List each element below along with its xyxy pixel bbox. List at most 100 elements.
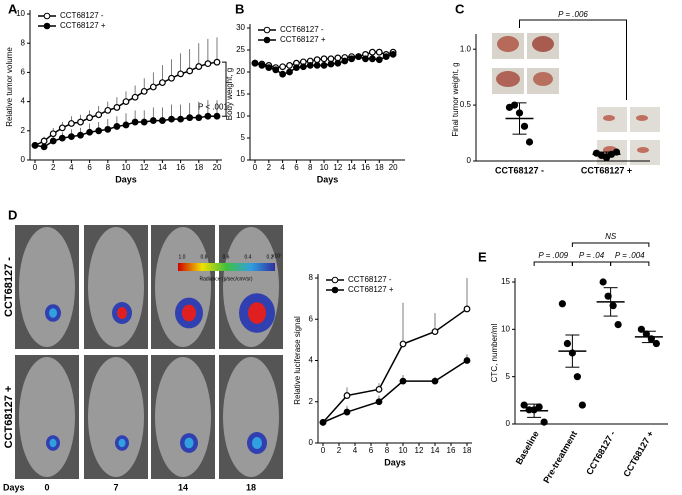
y-tick-label: 6 xyxy=(309,314,314,323)
y-tick-label: 0 xyxy=(309,438,314,447)
x-tick-label: 4 xyxy=(280,163,285,172)
marker xyxy=(313,56,321,64)
marker xyxy=(113,123,121,130)
panel-label: E xyxy=(478,249,487,264)
mouse-body xyxy=(19,227,75,347)
data-point xyxy=(614,321,622,329)
bracket xyxy=(571,242,650,247)
marker xyxy=(343,408,351,416)
marker xyxy=(86,128,93,136)
x-tick-label: 2 xyxy=(51,163,56,172)
x-tick-label: 18 xyxy=(463,446,472,455)
marker xyxy=(49,130,57,138)
y-tick-label: 8 xyxy=(309,273,314,282)
marker xyxy=(122,121,130,129)
series-line xyxy=(322,359,468,424)
x-tick-label: 16 xyxy=(361,163,370,172)
marker xyxy=(177,115,185,123)
marker xyxy=(67,133,75,141)
x-axis-title: Days xyxy=(115,174,137,184)
scale-tick: 1.0 xyxy=(179,254,186,260)
legend-marker xyxy=(263,36,271,44)
x-tick-label: 8 xyxy=(308,163,313,172)
marker xyxy=(348,55,356,63)
y-tick-label: 10 xyxy=(501,324,510,333)
marker xyxy=(251,59,259,67)
x-tick-label: 0 xyxy=(253,163,258,172)
y-tick-label: 0 xyxy=(467,156,472,165)
legend-marker xyxy=(43,22,51,30)
legend-marker xyxy=(331,276,339,284)
x-tick-label: Pre-treatment xyxy=(541,429,579,485)
legend-marker xyxy=(263,26,271,34)
marker xyxy=(49,137,57,145)
comparison-label: P = .004 xyxy=(615,251,645,260)
scale-tick: 0.8 xyxy=(201,254,208,260)
scale-tick: 0.2 xyxy=(267,254,274,260)
bracket xyxy=(571,261,612,266)
y-tick-label: 0 xyxy=(506,419,511,428)
marker xyxy=(375,385,383,393)
mouse-images xyxy=(15,225,283,479)
x-tick-label: 14 xyxy=(347,163,356,172)
x-axis-title: Days xyxy=(384,457,406,467)
data-point xyxy=(563,339,571,348)
signal xyxy=(118,438,126,448)
panel-label: C xyxy=(455,1,465,16)
marker xyxy=(341,57,349,65)
marker xyxy=(186,67,194,75)
marker xyxy=(186,114,194,122)
mouse-body xyxy=(88,357,144,477)
marker xyxy=(265,64,273,71)
scale-tick: 0.6 xyxy=(223,254,230,260)
marker xyxy=(399,340,407,348)
data-point xyxy=(525,406,533,414)
data-point xyxy=(558,300,566,308)
marker xyxy=(158,117,166,124)
data-point xyxy=(642,330,650,338)
signal xyxy=(184,437,194,449)
y-tick-label: 30 xyxy=(236,23,245,32)
marker xyxy=(77,131,84,139)
marker xyxy=(31,141,39,149)
legend-label: CCT68127 - xyxy=(348,275,392,284)
marker xyxy=(95,127,103,135)
marker xyxy=(362,55,369,63)
x-tick-label: 12 xyxy=(415,446,424,455)
bracket xyxy=(533,261,573,266)
x-tick-label: 8 xyxy=(106,163,111,172)
marker xyxy=(204,60,212,68)
x-tick-label: 14 xyxy=(158,163,167,172)
legend-label: CCT68127 + xyxy=(348,285,394,294)
data-point xyxy=(520,122,529,130)
signal xyxy=(49,308,57,318)
y-tick-label: 5 xyxy=(241,133,246,142)
legend-marker xyxy=(43,12,51,20)
x-tick-label: 0 xyxy=(33,163,38,172)
marker xyxy=(86,114,93,122)
y-axis-title: Body weight, g xyxy=(225,68,234,120)
marker xyxy=(140,118,148,126)
y-tick-label: 10 xyxy=(236,111,245,120)
panel-label: A xyxy=(8,1,18,16)
y-tick-label: 15 xyxy=(236,89,245,98)
marker xyxy=(279,63,287,71)
panel-label: D xyxy=(8,207,17,222)
y-tick-label: 25 xyxy=(236,45,245,54)
x-tick-label: 14 xyxy=(431,446,440,455)
signal xyxy=(49,438,57,448)
marker xyxy=(272,66,280,74)
x-tick-label: 10 xyxy=(399,446,408,455)
day-label: 0 xyxy=(44,482,49,492)
marker xyxy=(177,70,185,78)
marker xyxy=(149,117,157,124)
marker xyxy=(168,115,175,123)
marker xyxy=(149,83,157,91)
marker xyxy=(158,79,166,87)
scale-unit: x10⁷ xyxy=(272,253,282,259)
marker xyxy=(431,377,439,385)
tumor-photos xyxy=(492,33,660,165)
marker xyxy=(40,137,48,145)
data-point xyxy=(599,278,607,286)
data-point xyxy=(515,109,524,117)
